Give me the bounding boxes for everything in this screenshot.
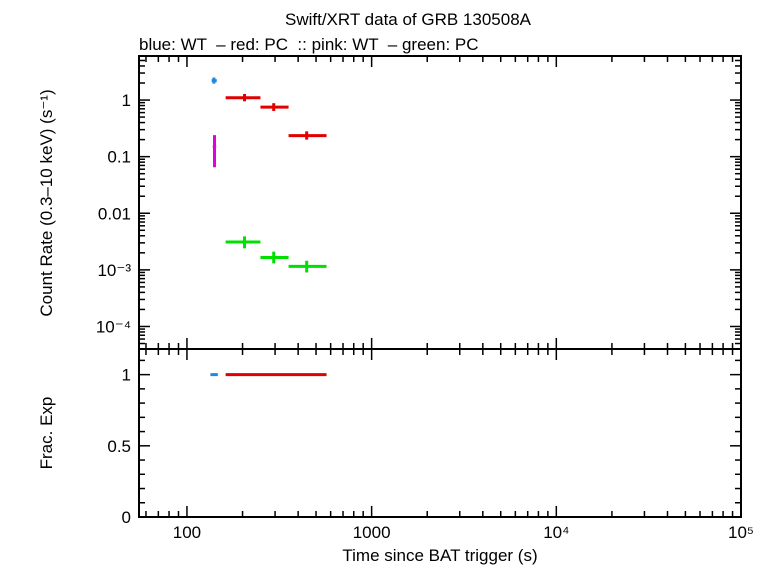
x-tick-label: 10⁴ — [543, 523, 569, 542]
rate-axis-label: Count Rate (0.3–10 keV) (s⁻¹) — [37, 89, 56, 316]
fracexp-axis-label: Frac. Exp — [37, 397, 56, 470]
undefined-series-3-point-0 — [225, 236, 261, 249]
undefined-y-tick-label: 1 — [122, 366, 131, 385]
undefined-series-2-point-0 — [212, 135, 217, 168]
undefined-series-1-point-2 — [288, 131, 327, 140]
chart-subtitle: blue: WT – red: PC :: pink: WT – green: … — [139, 35, 479, 54]
undefined-y-tick-label: 0.01 — [98, 204, 131, 223]
undefined-series-3-point-2 — [288, 260, 327, 273]
fracexp-panel-frame — [138, 348, 742, 518]
x-axis-label: Time since BAT trigger (s) — [342, 546, 537, 565]
rate-panel: 1 0.1 0.01 10⁻³ 10⁻⁴ Count Rate (0.3–10 keV)… — [37, 55, 742, 350]
undefined-y-tick-label: 10⁻⁴ — [96, 317, 131, 336]
undefined-y-tick-label: 0.5 — [107, 437, 131, 456]
undefined-series-1-point-0 — [225, 93, 261, 102]
undefined-y-tick-label: 0.1 — [107, 148, 131, 167]
fracexp-panel: 1 0.5 0 Frac. Exp — [37, 348, 742, 527]
chart-title: Swift/XRT data of GRB 130508A — [285, 10, 532, 29]
rate-panel-frame — [138, 55, 742, 350]
undefined-series-0-point-0 — [211, 77, 217, 84]
undefined-y-tick-label: 0 — [122, 508, 131, 527]
x-tick-label: 10⁵ — [728, 523, 754, 542]
undefined-y-tick-label: 1 — [122, 91, 131, 110]
undefined-series-3-point-1 — [260, 251, 289, 264]
x-tick-label: 100 — [173, 523, 201, 542]
undefined-series-1-point-1 — [260, 103, 289, 112]
x-tick-label: 1000 — [353, 523, 391, 542]
undefined-y-tick-label: 10⁻³ — [97, 261, 131, 280]
